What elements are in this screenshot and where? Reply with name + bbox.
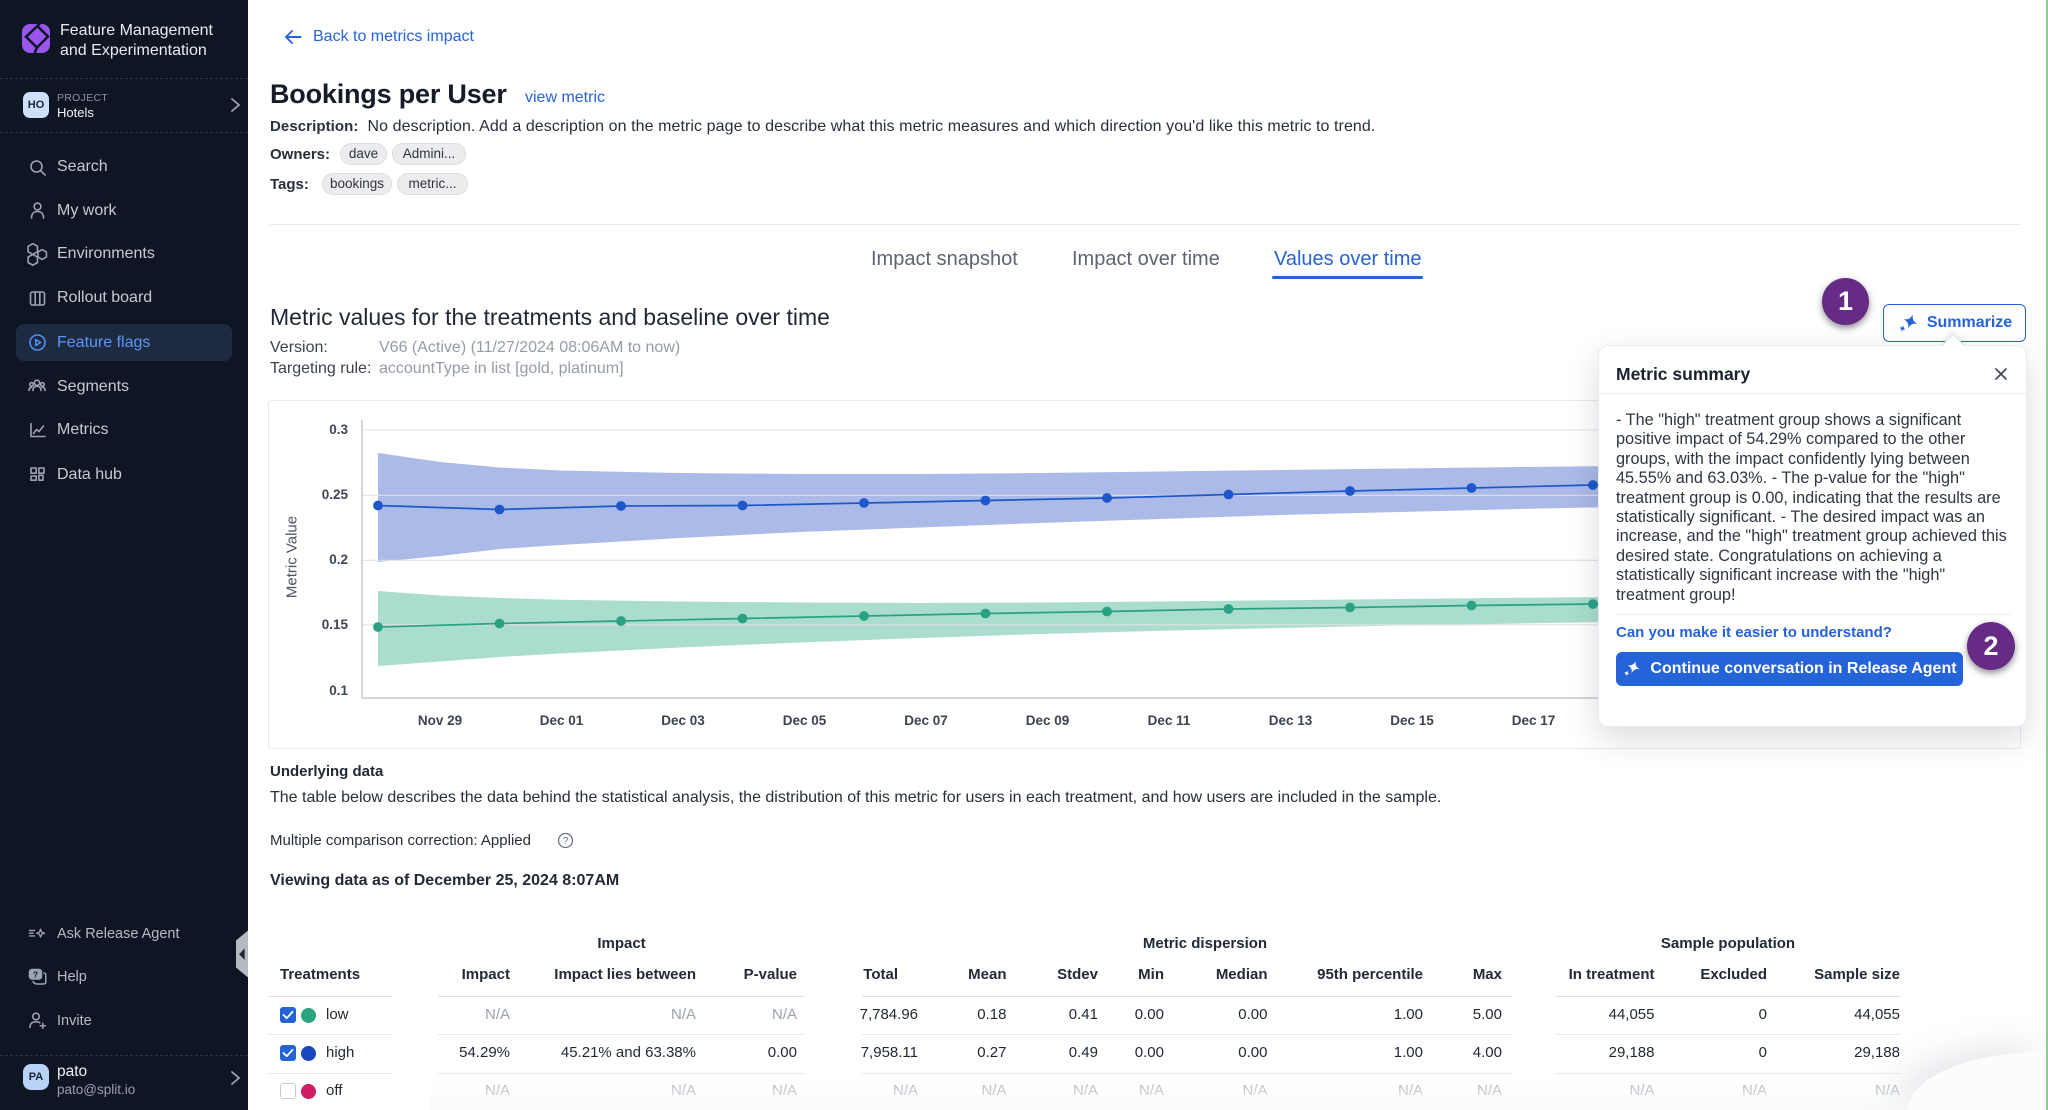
svg-text:?: ? bbox=[563, 836, 569, 847]
svg-text:?: ? bbox=[33, 969, 38, 979]
